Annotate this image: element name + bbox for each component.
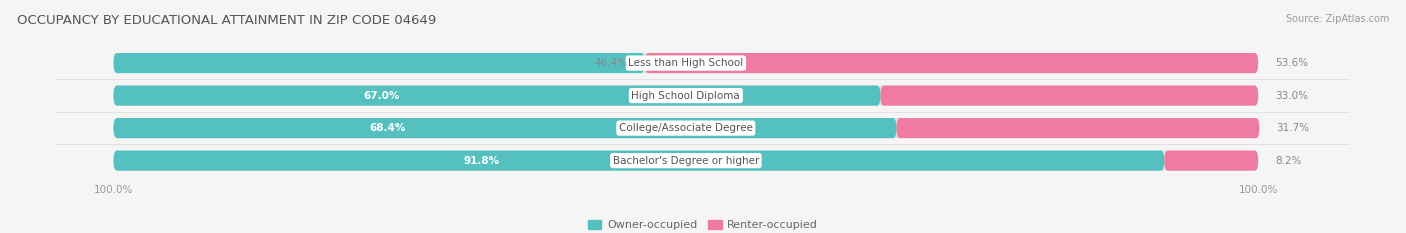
Text: 67.0%: 67.0%	[364, 91, 401, 101]
FancyBboxPatch shape	[880, 86, 1258, 106]
Text: Less than High School: Less than High School	[628, 58, 744, 68]
Text: 8.2%: 8.2%	[1275, 156, 1302, 166]
FancyBboxPatch shape	[114, 86, 880, 106]
FancyBboxPatch shape	[114, 118, 897, 138]
Text: 31.7%: 31.7%	[1277, 123, 1309, 133]
FancyBboxPatch shape	[114, 151, 1258, 171]
FancyBboxPatch shape	[114, 53, 644, 73]
FancyBboxPatch shape	[114, 151, 1164, 171]
Text: Source: ZipAtlas.com: Source: ZipAtlas.com	[1285, 14, 1389, 24]
Text: 53.6%: 53.6%	[1275, 58, 1309, 68]
FancyBboxPatch shape	[1164, 151, 1258, 171]
FancyBboxPatch shape	[114, 53, 1258, 73]
Text: College/Associate Degree: College/Associate Degree	[619, 123, 752, 133]
Text: 46.4%: 46.4%	[595, 58, 627, 68]
Text: High School Diploma: High School Diploma	[631, 91, 740, 101]
Text: 91.8%: 91.8%	[463, 156, 499, 166]
FancyBboxPatch shape	[114, 86, 1258, 106]
Legend: Owner-occupied, Renter-occupied: Owner-occupied, Renter-occupied	[583, 216, 823, 233]
FancyBboxPatch shape	[114, 118, 1258, 138]
Text: 33.0%: 33.0%	[1275, 91, 1309, 101]
Text: 68.4%: 68.4%	[370, 123, 406, 133]
Text: Bachelor's Degree or higher: Bachelor's Degree or higher	[613, 156, 759, 166]
FancyBboxPatch shape	[897, 118, 1260, 138]
Text: OCCUPANCY BY EDUCATIONAL ATTAINMENT IN ZIP CODE 04649: OCCUPANCY BY EDUCATIONAL ATTAINMENT IN Z…	[17, 14, 436, 27]
FancyBboxPatch shape	[644, 53, 1258, 73]
